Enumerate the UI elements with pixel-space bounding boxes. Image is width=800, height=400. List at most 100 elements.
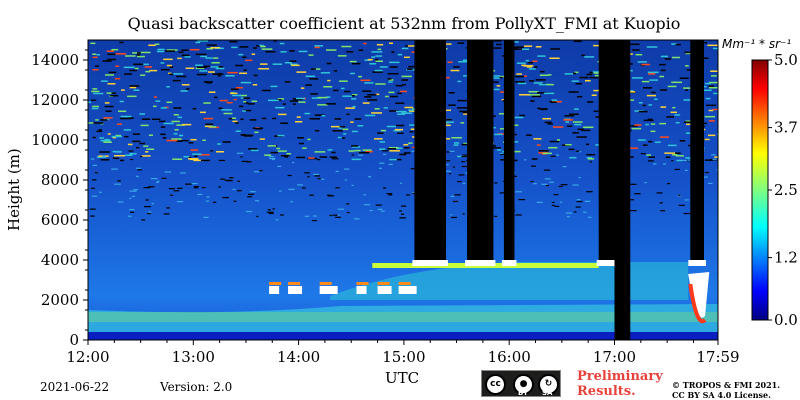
noise-pixel: [214, 96, 218, 99]
noise-pixel: [204, 125, 213, 128]
noise-pixel: [367, 58, 373, 61]
noise-pixel: [232, 188, 236, 191]
noise-pixel: [452, 166, 455, 168]
noise-pixel: [586, 73, 593, 76]
noise-pixel: [379, 162, 385, 164]
noise-pixel: [448, 104, 456, 106]
noise-pixel: [338, 125, 346, 128]
preliminary-line-2: Results.: [577, 384, 636, 399]
noise-pixel: [190, 149, 199, 151]
noise-pixel: [532, 60, 538, 62]
noise-pixel: [338, 127, 342, 129]
y-tick-label: 0: [69, 331, 79, 349]
noise-pixel: [103, 141, 112, 143]
noise-pixel: [371, 112, 383, 114]
noise-pixel: [395, 124, 405, 127]
noise-pixel: [292, 103, 296, 105]
noise-pixel: [457, 80, 462, 83]
noise-pixel: [378, 167, 382, 169]
noise-pixel: [364, 96, 372, 98]
noise-pixel: [362, 149, 372, 151]
noise-pixel: [96, 156, 107, 158]
noise-pixel: [450, 195, 455, 197]
noise-pixel: [210, 150, 214, 152]
noise-pixel: [401, 112, 413, 114]
noise-pixel: [292, 161, 295, 164]
noise-pixel: [302, 187, 306, 189]
noise-pixel: [588, 153, 596, 156]
noise-pixel: [309, 194, 314, 196]
noise-pixel: [347, 211, 350, 214]
noise-pixel: [239, 72, 248, 75]
noise-pixel: [326, 194, 332, 196]
noise-pixel: [103, 117, 113, 119]
noise-pixel: [457, 42, 465, 44]
noise-pixel: [116, 123, 122, 125]
noise-pixel: [638, 110, 648, 113]
noise-pixel: [140, 63, 149, 66]
noise-pixel: [95, 119, 99, 121]
noise-pixel: [368, 176, 372, 178]
x-tick-label: 15:00: [382, 348, 425, 366]
noise-pixel: [375, 55, 383, 57]
noise-pixel: [251, 100, 258, 103]
cc-license-badge[interactable]: cc ● ↻ BY SA: [481, 370, 561, 397]
noise-pixel: [193, 187, 198, 189]
noise-pixel: [362, 102, 370, 104]
noise-pixel: [173, 133, 178, 135]
noise-pixel: [530, 100, 535, 102]
noise-pixel: [88, 122, 95, 124]
noise-pixel: [266, 211, 274, 213]
noise-pixel: [330, 125, 340, 128]
noise-pixel: [166, 139, 178, 142]
noise-pixel: [593, 44, 601, 47]
noise-pixel: [239, 94, 247, 97]
noise-pixel: [377, 208, 383, 210]
noise-pixel: [218, 186, 221, 188]
noise-pixel: [313, 215, 317, 217]
noise-pixel: [125, 55, 136, 57]
noise-pixel: [400, 213, 405, 215]
noise-pixel: [648, 104, 653, 106]
noise-pixel: [137, 169, 142, 171]
noise-pixel: [388, 146, 399, 149]
noise-pixel: [172, 158, 183, 160]
axes: 0 2000 4000 6000 8000 10000 12000 14000 12:00 13:…: [31, 39, 740, 366]
noise-pixel: [379, 141, 385, 143]
noise-pixel: [549, 181, 554, 183]
noise-pixel: [496, 43, 502, 46]
noise-pixel: [518, 199, 526, 201]
noise-pixel: [363, 204, 371, 206]
noise-pixel: [644, 181, 647, 184]
noise-pixel: [458, 61, 468, 63]
noise-pixel: [308, 157, 315, 159]
noise-pixel: [314, 45, 323, 47]
noise-pixel: [541, 183, 548, 185]
noise-pixel: [177, 187, 183, 189]
noise-pixel: [92, 53, 97, 55]
low-cloud-edge: [269, 282, 282, 285]
noise-pixel: [227, 71, 238, 74]
noise-pixel: [105, 74, 114, 76]
noise-pixel: [205, 57, 213, 59]
noise-pixel: [320, 72, 331, 74]
noise-pixel: [206, 44, 217, 46]
noise-pixel: [528, 68, 536, 70]
noise-pixel: [107, 133, 111, 135]
noise-pixel: [352, 105, 356, 108]
noise-pixel: [314, 151, 326, 153]
noise-pixel: [314, 129, 320, 132]
noise-pixel: [346, 113, 350, 116]
boundary-layer: [88, 304, 718, 340]
noise-pixel: [358, 75, 362, 78]
noise-pixel: [342, 137, 346, 139]
noise-pixel: [537, 107, 541, 110]
y-tick-label: 4000: [41, 251, 79, 269]
noise-pixel: [403, 152, 411, 154]
noise-pixel: [523, 45, 533, 47]
elevated-aerosol-layer: [330, 262, 689, 300]
noise-pixel: [268, 212, 274, 215]
noise-pixel: [500, 91, 508, 93]
noise-pixel: [462, 111, 468, 114]
